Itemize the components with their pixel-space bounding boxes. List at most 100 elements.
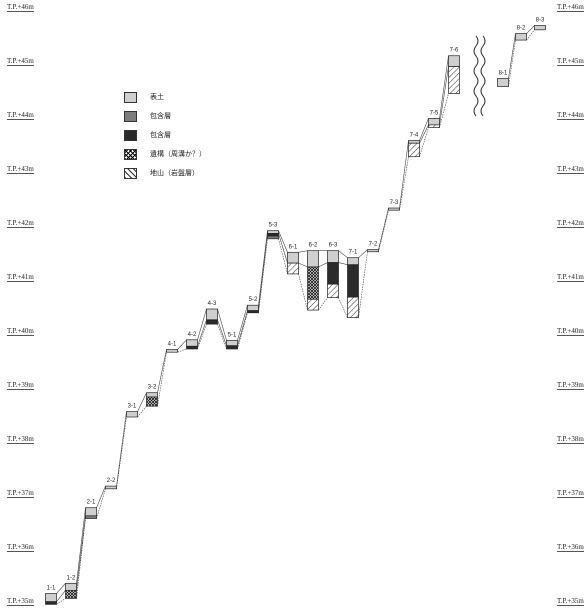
break-mark <box>473 35 486 117</box>
bedrock-swatch <box>124 167 137 179</box>
layer-topsoil <box>267 230 279 234</box>
test-pit-6-1: 6-1 <box>287 244 299 275</box>
layer-topsoil <box>534 25 546 31</box>
layer-topsoil <box>388 207 400 211</box>
pit-label: 6-2 <box>309 243 318 249</box>
connector-line <box>116 416 127 489</box>
level-label: T.P.+38m <box>7 435 34 444</box>
connector-line <box>197 308 207 340</box>
legend-item-inclusion-1: 包含層 <box>124 109 171 123</box>
layer-topsoil <box>497 78 509 87</box>
connector-line <box>217 308 227 341</box>
test-pit-7-2: 7-2 <box>367 242 379 253</box>
connector-line <box>419 124 429 144</box>
connector-line <box>237 305 248 341</box>
legend-item-bedrock: 地山（岩盤層） <box>124 166 199 180</box>
layer-topsoil <box>347 257 359 266</box>
connector-line <box>177 339 187 350</box>
level-label: T.P.+42m <box>7 219 34 228</box>
connector-line <box>338 297 348 318</box>
pit-label: 5-3 <box>269 223 278 229</box>
level-label: T.P.+46m <box>557 3 584 12</box>
connector-line <box>508 40 516 87</box>
legend-item-inclusion-2: 包含層 <box>124 128 171 142</box>
test-pit-7-3: 7-3 <box>388 200 400 211</box>
level-label: T.P.+40m <box>7 327 34 336</box>
layer-topsoil <box>65 582 77 591</box>
layer-topsoil <box>515 33 527 41</box>
pit-label: 4-3 <box>208 301 217 307</box>
layer-topsoil <box>367 249 379 253</box>
test-pit-4-3: 4-3 <box>206 301 218 325</box>
layer-incl2 <box>247 310 259 314</box>
layer-topsoil <box>327 250 339 263</box>
test-pit-6-3: 6-3 <box>327 243 339 299</box>
pit-label: 5-2 <box>249 297 258 303</box>
layer-feature <box>307 266 319 300</box>
level-label: T.P.+41m <box>7 273 34 282</box>
connector-line <box>157 352 167 407</box>
level-label: T.P.+36m <box>557 543 584 552</box>
layer-bedrock <box>408 142 420 158</box>
test-pit-4-1: 4-1 <box>166 342 178 353</box>
level-label: T.P.+37m <box>7 489 34 498</box>
pit-label: 6-3 <box>329 243 338 249</box>
legend-label: 包含層 <box>150 113 171 120</box>
pit-label: 7-6 <box>450 48 459 54</box>
layer-topsoil <box>206 308 218 321</box>
level-label: T.P.+35m <box>7 597 34 606</box>
connector-line <box>177 348 187 353</box>
connector-line <box>96 488 106 519</box>
pit-label: 8-1 <box>499 70 508 76</box>
level-label: T.P.+45m <box>557 57 584 66</box>
connector-line <box>76 507 86 584</box>
level-label: T.P.+39m <box>7 381 34 390</box>
connector-line <box>298 262 308 268</box>
test-pit-2-1: 2-1 <box>85 500 97 519</box>
connector-line <box>278 230 288 253</box>
connector-line <box>278 238 288 274</box>
connector-line <box>96 486 106 508</box>
connector-line <box>526 29 535 41</box>
layer-topsoil <box>186 339 198 347</box>
pit-label: 2-1 <box>87 500 96 506</box>
level-label: T.P.+44m <box>7 111 34 120</box>
level-label: T.P.+40m <box>557 327 584 336</box>
inclusion-layer-dark-swatch <box>124 129 137 141</box>
layer-bedrock <box>327 283 339 299</box>
connector-line <box>318 262 328 268</box>
pit-label: 4-1 <box>168 342 177 348</box>
layer-incl2 <box>347 264 359 298</box>
feature-swatch <box>124 148 137 160</box>
level-label: T.P.+43m <box>7 165 34 174</box>
test-pit-8-2: 8-2 <box>515 26 527 41</box>
connector-line <box>76 518 86 599</box>
connector-line <box>278 233 288 264</box>
connector-line <box>116 411 127 487</box>
test-pit-3-2: 3-2 <box>146 385 158 407</box>
level-label: T.P.+42m <box>557 219 584 228</box>
connector-line <box>237 310 248 346</box>
layer-incl1 <box>85 515 97 519</box>
layer-incl2 <box>186 345 198 350</box>
pit-label: 3-2 <box>148 385 157 391</box>
stratum-connectors <box>56 25 535 605</box>
layer-incl1 <box>267 235 279 240</box>
pit-label: 7-4 <box>410 133 419 139</box>
test-pit-8-3: 8-3 <box>534 18 546 31</box>
pit-label: 4-2 <box>188 332 197 338</box>
connector-line <box>318 297 328 311</box>
level-label: T.P.+46m <box>7 3 34 12</box>
pit-label: 7-1 <box>349 250 358 256</box>
connector-line <box>217 319 227 346</box>
layer-feature <box>65 589 77 599</box>
test-pit-3-1: 3-1 <box>126 404 138 418</box>
test-pit-7-4: 7-4 <box>408 133 420 158</box>
layer-topsoil <box>247 304 259 311</box>
layer-bedrock <box>428 124 440 128</box>
level-label: T.P.+41m <box>557 273 584 282</box>
test-pit-5-3: 5-3 <box>267 223 279 240</box>
legend: 表土 包含層 包含層 遺構（周溝か？） 地山（岩盤層） <box>124 90 274 190</box>
test-pit-5-2: 5-2 <box>247 297 259 314</box>
test-pit-8-1: 8-1 <box>497 70 509 87</box>
